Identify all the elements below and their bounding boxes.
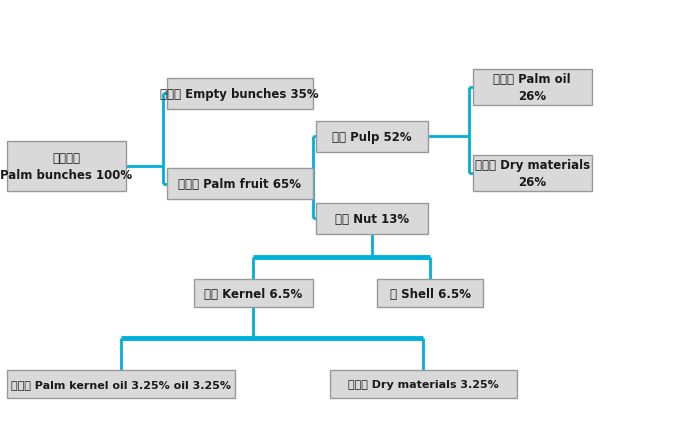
Text: 空果束 Empty bunches 35%: 空果束 Empty bunches 35% [160, 88, 319, 101]
Text: 干物质 Dry materials
26%: 干物质 Dry materials 26% [475, 159, 590, 189]
FancyBboxPatch shape [7, 142, 126, 191]
Text: 壳 Shell 6.5%: 壳 Shell 6.5% [390, 287, 471, 300]
Text: 干物质 Dry materials 3.25%: 干物质 Dry materials 3.25% [348, 379, 498, 389]
Text: 果肉 Pulp 52%: 果肉 Pulp 52% [333, 131, 412, 144]
FancyBboxPatch shape [7, 370, 235, 398]
Text: 棕榈果束
Palm bunches 100%: 棕榈果束 Palm bunches 100% [0, 152, 133, 181]
FancyBboxPatch shape [316, 203, 428, 234]
Text: 棕仁油 Palm kernel oil 3.25% oil 3.25%: 棕仁油 Palm kernel oil 3.25% oil 3.25% [11, 379, 231, 389]
Text: 棕榈油 Palm oil
26%: 棕榈油 Palm oil 26% [493, 73, 571, 103]
FancyBboxPatch shape [330, 370, 517, 398]
FancyBboxPatch shape [473, 70, 592, 105]
Text: 棕榈果 Palm fruit 65%: 棕榈果 Palm fruit 65% [178, 178, 301, 191]
FancyBboxPatch shape [377, 280, 483, 307]
FancyBboxPatch shape [167, 169, 313, 200]
FancyBboxPatch shape [194, 280, 313, 307]
FancyBboxPatch shape [316, 122, 428, 153]
FancyBboxPatch shape [473, 156, 592, 191]
Text: 果核 Nut 13%: 果核 Nut 13% [335, 212, 409, 225]
Text: 棕仁 Kernel 6.5%: 棕仁 Kernel 6.5% [204, 287, 303, 300]
FancyBboxPatch shape [167, 79, 313, 110]
